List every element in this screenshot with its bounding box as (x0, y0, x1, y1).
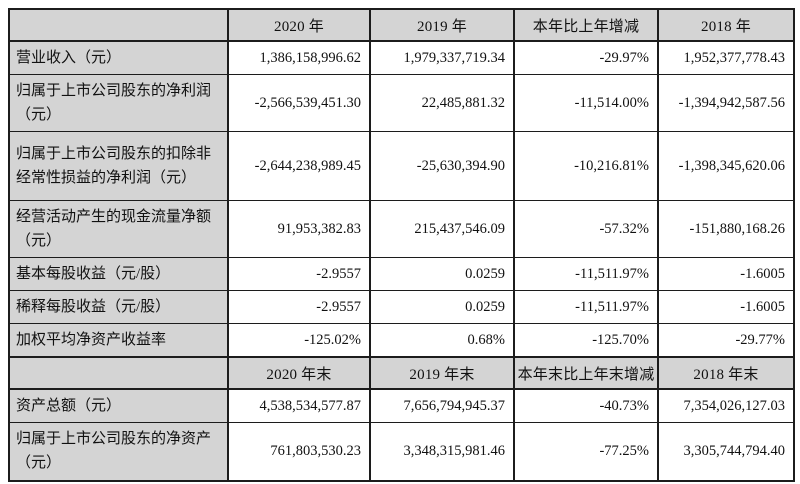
cell-2019: 0.0259 (369, 257, 515, 291)
cell-change: -11,511.97% (513, 257, 659, 291)
cell-change: -125.70% (513, 323, 659, 358)
table-row-revenue: 营业收入（元） 1,386,158,996.62 1,979,337,719.3… (8, 40, 795, 75)
cell-2018: 3,305,744,794.40 (657, 422, 795, 481)
col-header-2020: 2020 年 (227, 8, 371, 42)
table-header-annual: 2020 年 2019 年 本年比上年增减 2018 年 (8, 8, 795, 42)
cell-2019: 7,656,794,945.37 (369, 388, 515, 423)
row-label: 营业收入（元） (8, 40, 229, 75)
table-row-diluted-eps: 稀释每股收益（元/股） -2.9557 0.0259 -11,511.97% -… (8, 290, 795, 324)
row-label: 归属于上市公司股东的净利润（元） (8, 74, 229, 132)
table-header-year-end: 2020 年末 2019 年末 本年末比上年末增减 2018 年末 (8, 356, 795, 390)
table-row-net-profit: 归属于上市公司股东的净利润（元） -2,566,539,451.30 22,48… (8, 74, 795, 132)
row-label: 加权平均净资产收益率 (8, 323, 229, 358)
col-header-2019: 2019 年 (369, 8, 515, 42)
cell-2020: 4,538,534,577.87 (227, 388, 371, 423)
financial-summary-table: 2020 年 2019 年 本年比上年增减 2018 年 营业收入（元） 1,3… (8, 8, 795, 482)
cell-2020: -2.9557 (227, 257, 371, 291)
cell-2020: -125.02% (227, 323, 371, 358)
cell-change: -77.25% (513, 422, 659, 481)
cell-2018: -151,880,168.26 (657, 200, 795, 258)
cell-2020: 1,386,158,996.62 (227, 40, 371, 75)
cell-2018: -1,394,942,587.56 (657, 74, 795, 132)
cell-2019: 22,485,881.32 (369, 74, 515, 132)
cell-change: -57.32% (513, 200, 659, 258)
cell-2019: 0.68% (369, 323, 515, 358)
table-row-net-assets: 归属于上市公司股东的净资产（元） 761,803,530.23 3,348,31… (8, 422, 795, 481)
cell-2020: -2.9557 (227, 290, 371, 324)
cell-2020: 91,953,382.83 (227, 200, 371, 258)
cell-change: -40.73% (513, 388, 659, 423)
table-row-net-profit-excl-nonrecurring: 归属于上市公司股东的扣除非经常性损益的净利润（元） -2,644,238,989… (8, 131, 795, 201)
header-blank-cell (8, 8, 229, 42)
col-header-2018-end: 2018 年末 (657, 356, 795, 390)
row-label: 稀释每股收益（元/股） (8, 290, 229, 324)
col-header-year-end-change: 本年末比上年末增减 (513, 356, 659, 390)
table-row-operating-cash-flow: 经营活动产生的现金流量净额（元） 91,953,382.83 215,437,5… (8, 200, 795, 258)
cell-2019: 1,979,337,719.34 (369, 40, 515, 75)
cell-2019: -25,630,394.90 (369, 131, 515, 201)
row-label: 资产总额（元） (8, 388, 229, 423)
col-header-2018: 2018 年 (657, 8, 795, 42)
cell-2018: -1.6005 (657, 290, 795, 324)
cell-change: -10,216.81% (513, 131, 659, 201)
cell-2020: -2,566,539,451.30 (227, 74, 371, 132)
cell-2018: -29.77% (657, 323, 795, 358)
cell-2018: -1,398,345,620.06 (657, 131, 795, 201)
row-label: 归属于上市公司股东的净资产（元） (8, 422, 229, 481)
cell-2020: -2,644,238,989.45 (227, 131, 371, 201)
cell-2019: 0.0259 (369, 290, 515, 324)
row-label: 经营活动产生的现金流量净额（元） (8, 200, 229, 258)
row-label: 基本每股收益（元/股） (8, 257, 229, 291)
cell-2020: 761,803,530.23 (227, 422, 371, 481)
table-row-basic-eps: 基本每股收益（元/股） -2.9557 0.0259 -11,511.97% -… (8, 257, 795, 291)
cell-change: -11,514.00% (513, 74, 659, 132)
table-row-total-assets: 资产总额（元） 4,538,534,577.87 7,656,794,945.3… (8, 388, 795, 423)
cell-2018: 1,952,377,778.43 (657, 40, 795, 75)
col-header-2020-end: 2020 年末 (227, 356, 371, 390)
row-label: 归属于上市公司股东的扣除非经常性损益的净利润（元） (8, 131, 229, 201)
cell-change: -11,511.97% (513, 290, 659, 324)
cell-2019: 3,348,315,981.46 (369, 422, 515, 481)
header-blank-cell (8, 356, 229, 390)
cell-change: -29.97% (513, 40, 659, 75)
cell-2019: 215,437,546.09 (369, 200, 515, 258)
table-row-weighted-avg-roe: 加权平均净资产收益率 -125.02% 0.68% -125.70% -29.7… (8, 323, 795, 358)
cell-2018: -1.6005 (657, 257, 795, 291)
col-header-2019-end: 2019 年末 (369, 356, 515, 390)
cell-2018: 7,354,026,127.03 (657, 388, 795, 423)
col-header-yoy-change: 本年比上年增减 (513, 8, 659, 42)
